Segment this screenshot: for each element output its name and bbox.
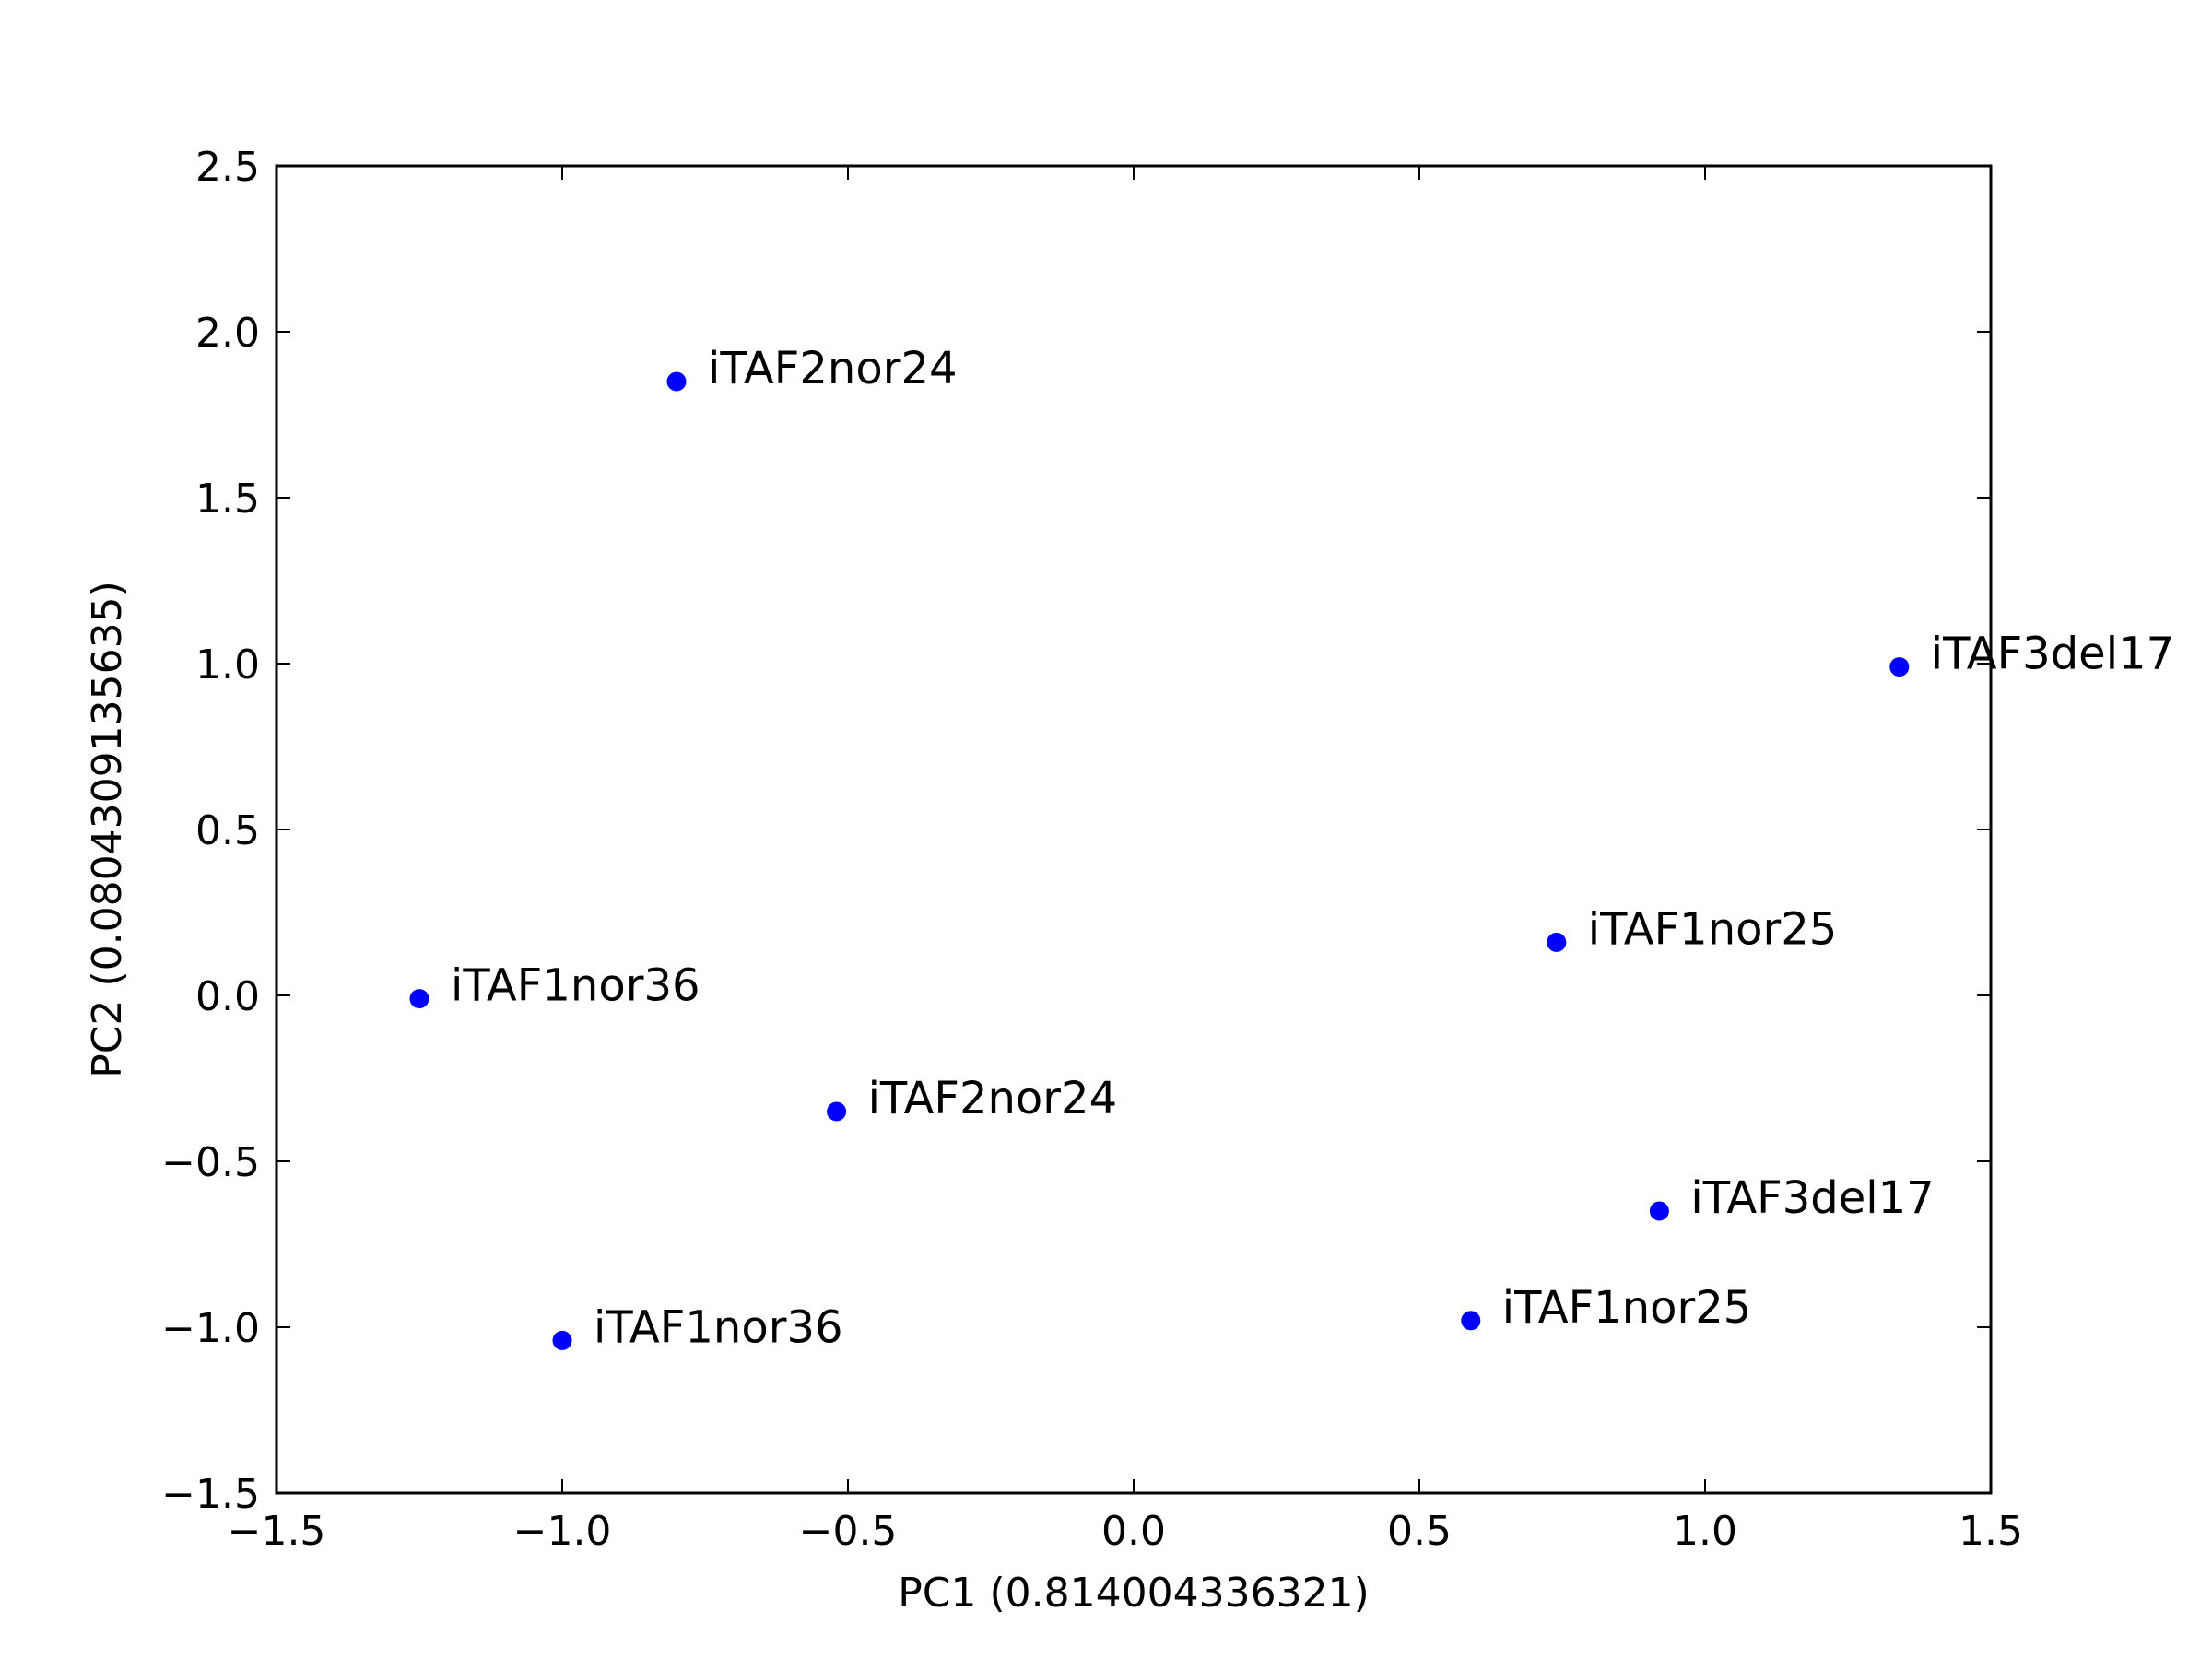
data-point [552, 1330, 572, 1350]
x-tick-label: −0.5 [799, 1508, 898, 1555]
data-point [827, 1101, 847, 1122]
y-tick-label: 0.0 [195, 973, 260, 1020]
x-tick-label: 0.5 [1387, 1508, 1452, 1555]
plot-area [276, 166, 1991, 1493]
y-tick-label: 1.5 [195, 476, 260, 523]
plot-frame [275, 164, 1993, 1495]
point-label: iTAF3del17 [1690, 1172, 1934, 1224]
data-point [666, 371, 687, 392]
x-tick-label: 0.0 [1101, 1508, 1166, 1555]
point-labels: iTAF2nor24 iTAF3del17 iTAF1nor25 iTAF1nor36… [451, 343, 2174, 1353]
tick-labels: −1.5 −1.0 −0.5 0.0 0.5 1.0 1.5 −1.5 −1.0 −0.5 0.0 0… [161, 144, 2023, 1555]
data-point [1649, 1201, 1669, 1221]
point-label: iTAF3del17 [1931, 629, 2174, 680]
data-point [1547, 932, 1567, 952]
x-tick-label: −1.0 [513, 1508, 612, 1555]
y-tick-label: −0.5 [161, 1139, 260, 1186]
y-tick-label: 1.0 [195, 641, 260, 688]
y-tick-label: 2.5 [195, 144, 260, 191]
x-axis-title: PC1 (0.814004336321) [898, 1570, 1369, 1617]
data-points [409, 371, 1910, 1350]
y-tick-label: −1.5 [161, 1471, 260, 1518]
y-tick-label: 0.5 [195, 807, 260, 854]
y-tick-label: −1.0 [161, 1305, 260, 1352]
y-axis-title: PC2 (0.0804309135635) [84, 581, 131, 1077]
x-tick-label: 1.0 [1673, 1508, 1737, 1555]
x-tick-label: 1.5 [1959, 1508, 2023, 1555]
point-label: iTAF1nor36 [451, 960, 700, 1012]
point-label: iTAF1nor25 [1588, 903, 1838, 955]
point-label: iTAF2nor24 [868, 1073, 1118, 1124]
point-label: iTAF1nor25 [1502, 1282, 1752, 1334]
data-point [1889, 657, 1910, 677]
y-tick-label: 2.0 [195, 310, 260, 357]
data-point [1461, 1311, 1481, 1331]
point-label: iTAF1nor36 [594, 1301, 843, 1353]
point-label: iTAF2nor24 [708, 343, 958, 394]
data-point [409, 989, 429, 1009]
x-tick-label: −1.5 [228, 1508, 326, 1555]
